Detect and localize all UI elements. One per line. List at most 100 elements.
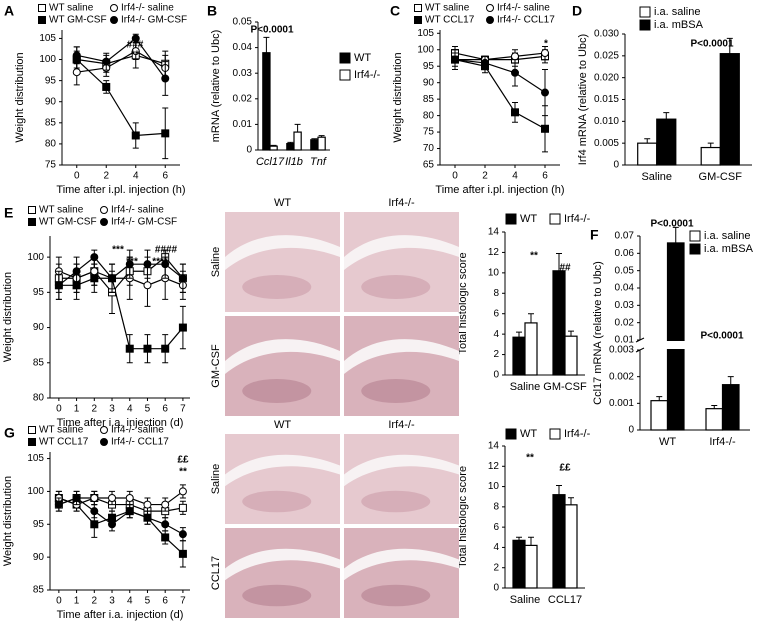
y-tick-label: 105 <box>39 33 56 44</box>
y-tick-label: 0.020 <box>594 72 619 83</box>
bar <box>262 52 271 151</box>
data-point <box>178 323 187 332</box>
error-bar <box>672 226 679 243</box>
column-label: Irf4-/- <box>388 197 415 209</box>
error-bar <box>656 396 663 401</box>
tissue-space <box>225 339 340 374</box>
legend-label: i.a. mBSA <box>704 243 754 255</box>
legend-swatch <box>689 230 701 242</box>
data-point <box>143 260 152 269</box>
legend-label: Irf4-/- saline <box>111 425 164 436</box>
panel-letter: D <box>572 3 582 19</box>
y-tick-label: 100 <box>39 54 56 65</box>
y-tick-label: 4 <box>493 542 499 553</box>
y-tick-label: 2 <box>493 562 499 573</box>
legend-label: WT GM-CSF <box>39 217 97 228</box>
y-axis-label: Ccl17 mRNA (relative to Ubc) <box>592 261 604 405</box>
panel-letter: F <box>590 227 599 243</box>
x-tick-label: Saline <box>510 381 541 393</box>
x-axis-label: Time after i.pl. injection (h) <box>435 184 564 196</box>
legend-marker <box>414 4 422 12</box>
y-tick-label: 90 <box>423 77 435 88</box>
y-tick-label: 80 <box>45 139 57 150</box>
data-point <box>90 267 99 276</box>
y-tick-label: 65 <box>423 160 435 171</box>
y-tick-label: 100 <box>27 486 44 497</box>
y-tick-label: 10 <box>488 267 500 278</box>
y-tick-label: 0.001 <box>609 398 634 409</box>
x-tick-label: 4 <box>127 596 133 607</box>
x-tick-label: Tnf <box>310 156 327 168</box>
y-tick-label: 12 <box>488 247 500 258</box>
data-point <box>143 281 152 290</box>
data-point <box>178 503 187 512</box>
y-tick-label: 85 <box>33 585 45 596</box>
data-point <box>143 500 152 509</box>
tissue-space <box>344 454 459 487</box>
legend-swatch <box>639 6 651 18</box>
legend-label: Irf4-/- <box>564 213 591 225</box>
y-tick-label: 0.02 <box>233 93 253 104</box>
tissue-region <box>361 275 431 299</box>
y-tick-label: 0.03 <box>615 300 635 311</box>
annotation: ** <box>526 453 534 464</box>
series-line <box>454 59 546 94</box>
legend-label: Irf4-/- saline <box>497 3 550 14</box>
error-bar <box>556 485 562 495</box>
panel-letter: G <box>4 425 15 441</box>
x-tick-label: GM-CSF <box>699 171 743 183</box>
y-tick-label: 14 <box>488 227 500 238</box>
data-point <box>90 494 99 502</box>
data-point <box>511 68 519 77</box>
legend-marker <box>28 438 36 446</box>
legend-swatch <box>339 52 351 64</box>
data-point <box>541 88 549 97</box>
y-tick-label: 0.030 <box>594 29 619 40</box>
series-line <box>76 50 166 73</box>
data-point <box>161 500 170 509</box>
error-bar <box>568 497 574 505</box>
annotation: ## <box>559 263 571 274</box>
panel-letter: A <box>4 3 14 19</box>
y-tick-label: 75 <box>45 160 57 171</box>
data-point <box>90 507 99 516</box>
error-bar <box>516 331 522 338</box>
legend-marker <box>38 4 46 12</box>
legend-label: WT saline <box>49 3 94 14</box>
legend-label: i.a. mBSA <box>654 19 704 31</box>
bar <box>317 136 326 151</box>
legend-marker <box>28 218 36 226</box>
tissue-space <box>344 548 459 581</box>
annotation: #### <box>155 245 178 256</box>
data-point <box>102 82 111 91</box>
error-bar <box>528 536 534 546</box>
x-tick-label: Il1b <box>285 156 303 168</box>
error-bar <box>707 142 714 148</box>
error-bar <box>663 112 670 120</box>
bar <box>524 322 538 376</box>
annotation: P<0.0001 <box>650 219 694 230</box>
data-point <box>481 58 489 67</box>
data-point <box>541 49 549 58</box>
y-tick-label: 90 <box>45 96 57 107</box>
legend-marker <box>100 426 108 434</box>
y-axis-label: Total histologic score <box>457 252 469 354</box>
x-tick-label: WT <box>659 436 676 448</box>
data-point <box>511 52 519 61</box>
y-tick-label: 0.04 <box>615 283 635 294</box>
x-tick-label: 2 <box>92 404 98 415</box>
x-tick-label: Saline <box>510 594 541 606</box>
y-tick-label: 80 <box>33 393 45 404</box>
data-point <box>108 494 117 502</box>
annotation: ** <box>530 251 538 262</box>
y-tick-label: 100 <box>417 44 434 55</box>
annotation: * <box>544 39 548 50</box>
series-line <box>76 59 166 137</box>
data-point <box>54 500 63 509</box>
series-line <box>454 52 546 61</box>
legend-marker <box>110 16 118 24</box>
y-tick-label: 0.015 <box>594 94 619 105</box>
x-tick-label: 2 <box>103 171 109 182</box>
legend-marker <box>28 206 36 214</box>
y-tick-label: 12 <box>488 461 500 472</box>
